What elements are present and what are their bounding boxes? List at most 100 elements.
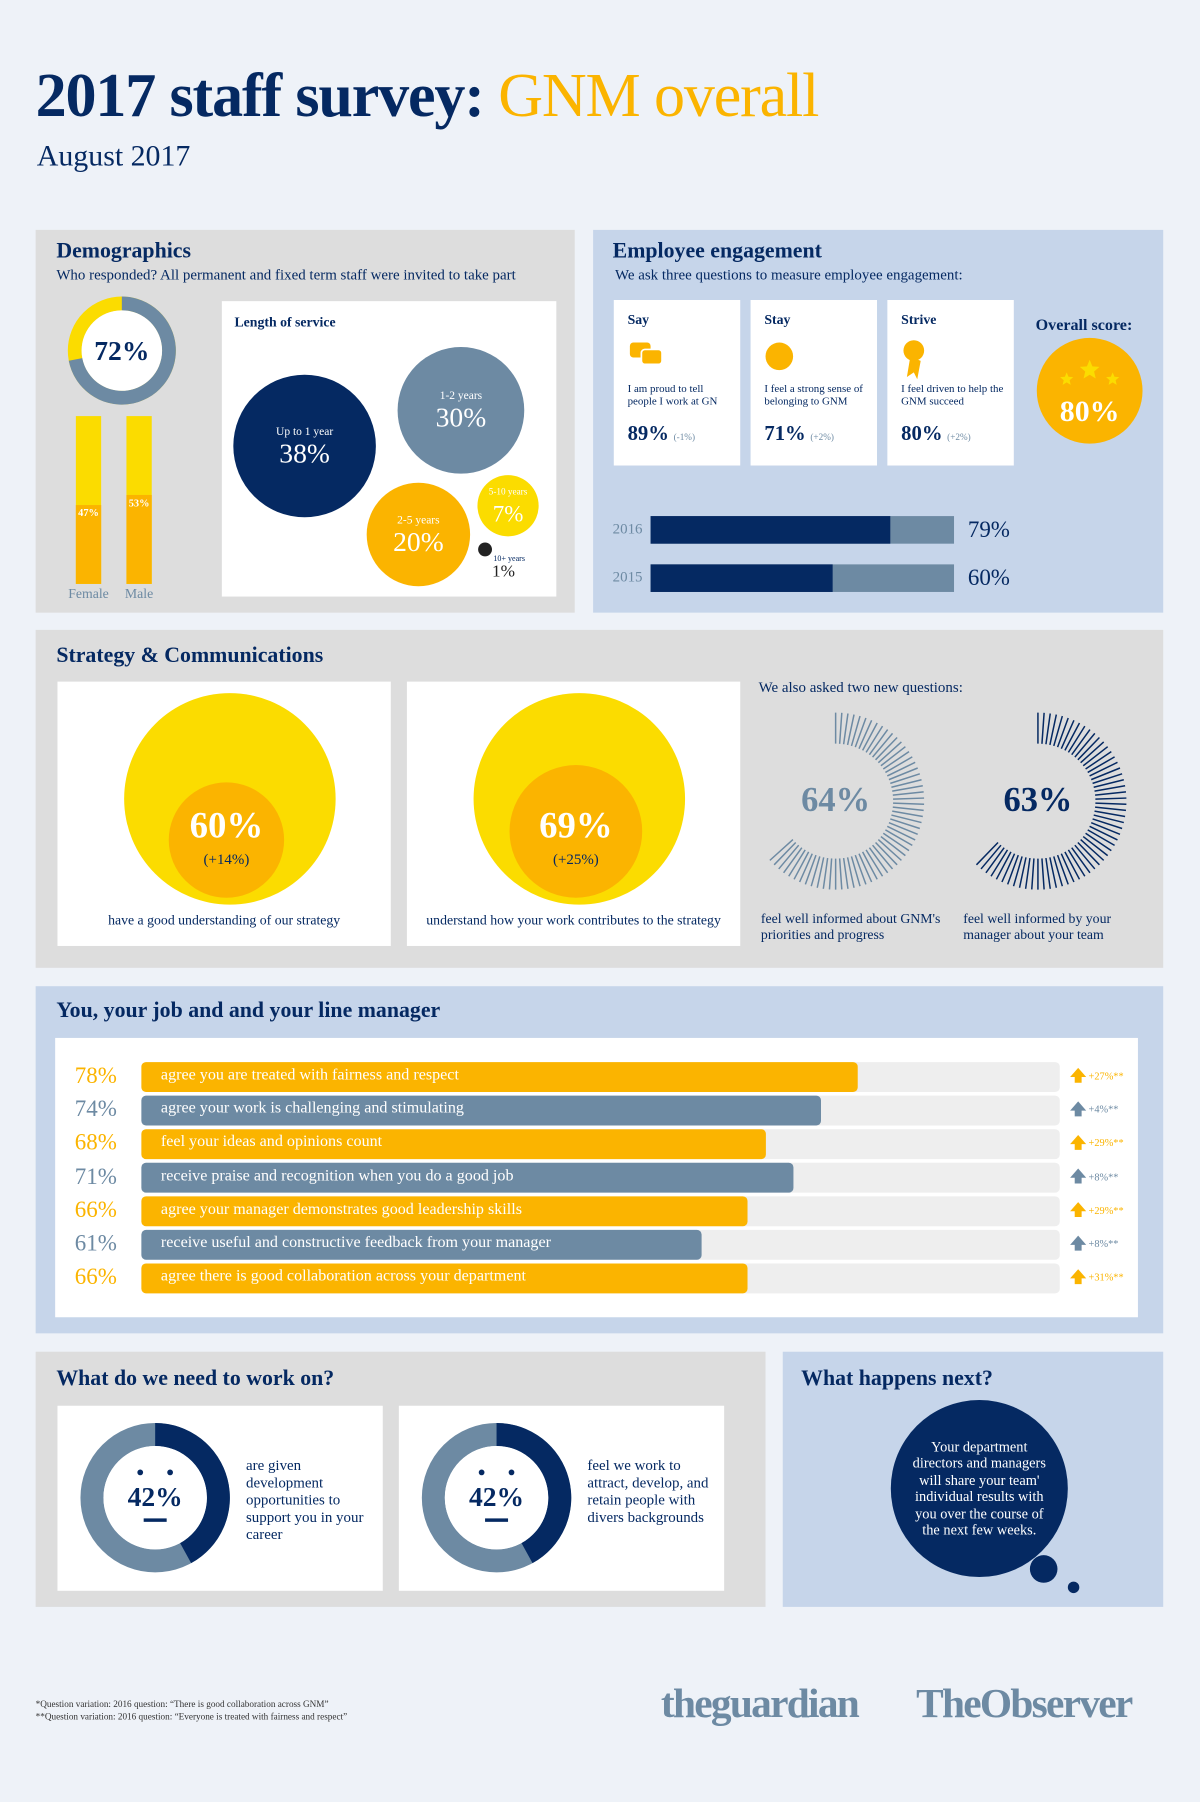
new-title: We also asked two new questions: <box>758 678 963 696</box>
job-value: 74% <box>74 1096 117 1123</box>
title-main: 2017 staff survey: <box>35 60 485 130</box>
gender-bar <box>126 494 152 584</box>
job-text: agree there is good collaboration across… <box>160 1268 526 1286</box>
section-subtitle: Who responded? All permanent and fixed t… <box>56 265 516 283</box>
overall-title: Overall score: <box>1035 317 1133 335</box>
radial-burst <box>769 712 925 890</box>
job-text: agree your work is challenging and stimu… <box>160 1100 464 1118</box>
overall-value: 80% <box>1059 394 1120 428</box>
next-text: Your department directors and managers w… <box>912 1438 1046 1538</box>
question-text: I feel driven to help the GNM succeed <box>901 383 1004 408</box>
logo: TheObserver <box>916 1680 1133 1727</box>
title-highlight: GNM overall <box>498 60 819 130</box>
icon <box>903 340 925 361</box>
donut-hole <box>444 1445 549 1550</box>
radial-burst <box>975 712 1127 890</box>
section-title: What do we need to work on? <box>56 1366 335 1391</box>
logo: theguardian <box>660 1680 860 1727</box>
bubble-name: 1-2 years <box>439 389 483 403</box>
job-value: 71% <box>74 1163 117 1190</box>
job-change: +29%** <box>1088 1204 1124 1216</box>
bubble-value: 7% <box>492 501 524 528</box>
job-text: receive praise and recognition when you … <box>160 1167 514 1185</box>
job-value: 61% <box>74 1231 117 1257</box>
service-bubble <box>477 475 539 537</box>
change-arrow <box>1070 1101 1087 1117</box>
job-bar <box>141 1129 766 1160</box>
history-bar <box>650 516 891 544</box>
history-value: 79% <box>967 517 1010 543</box>
job-bar <box>141 1229 702 1260</box>
score-part: 71% <box>764 421 806 445</box>
gender-name: Female <box>68 585 109 602</box>
change-arrow <box>1070 1269 1087 1285</box>
footnote: *Question variation: 2016 question: “The… <box>35 1698 329 1710</box>
strategy-text: have a good understanding of our strateg… <box>108 911 341 928</box>
job-change: +4%** <box>1088 1103 1119 1116</box>
donut-arc <box>155 1422 230 1564</box>
job-text: agree you are treated with fairness and … <box>160 1066 459 1084</box>
section-subtitle: We ask three questions to measure employ… <box>614 265 963 283</box>
job-bar <box>141 1196 748 1227</box>
value-circle <box>509 765 643 898</box>
job-text: agree your manager demonstrates good lea… <box>160 1200 522 1219</box>
job-bar <box>141 1095 821 1126</box>
section-title: You, your job and and your line manager <box>56 998 441 1023</box>
job-bar <box>141 1062 858 1092</box>
face-eye <box>137 1469 144 1476</box>
title: 2017 staff survey: GNM overall <box>35 60 820 131</box>
question-score: 80% (+2%) <box>901 422 971 447</box>
section-title: What happens next? <box>801 1366 993 1391</box>
donut-hole <box>103 1445 207 1550</box>
question-card <box>750 300 878 466</box>
job-value: 66% <box>74 1264 117 1290</box>
section-title: Strategy & Communications <box>56 643 324 668</box>
thought-bubble <box>890 1400 1068 1578</box>
score-part: 80% <box>901 421 943 445</box>
bubble-value: 38% <box>279 439 330 470</box>
bubble-name: 5-10 years <box>488 486 528 498</box>
star <box>1060 372 1074 385</box>
change-arrow <box>1070 1168 1087 1184</box>
job-value: 68% <box>74 1130 117 1156</box>
value-circle <box>168 782 285 898</box>
score-part: (+2%) <box>947 432 971 443</box>
icon <box>640 348 663 366</box>
job-change: +29%** <box>1088 1137 1124 1149</box>
work-text: are given development opportunities to s… <box>245 1456 364 1543</box>
icon <box>906 356 921 380</box>
work-text: feel we work to attract, develop, and re… <box>587 1456 709 1526</box>
bubble-name: 2-5 years <box>397 514 440 527</box>
thought-dot <box>1067 1581 1080 1594</box>
bubble-name: 10+ years <box>493 553 525 564</box>
strategy-change: (+25%) <box>552 850 599 868</box>
job-change: +8%** <box>1088 1170 1119 1183</box>
face-eye <box>508 1469 515 1476</box>
donut-arc <box>496 1422 572 1564</box>
service-bubble <box>397 347 525 474</box>
burst-text: feel well informed by your manager about… <box>963 910 1112 943</box>
change-arrow <box>1070 1067 1087 1083</box>
donut-hole <box>81 310 163 391</box>
bubble-value: 30% <box>435 403 487 434</box>
footnote: **Question variation: 2016 question: “Ev… <box>35 1711 348 1722</box>
job-text: feel your ideas and opinions count <box>160 1133 383 1152</box>
face-eye <box>478 1469 485 1476</box>
face-mouth <box>485 1518 509 1522</box>
thought-dot <box>1029 1555 1058 1583</box>
question-score: 71% (+2%) <box>764 422 834 447</box>
face-mouth <box>143 1518 167 1522</box>
change-arrow <box>1070 1134 1087 1150</box>
question-score: 89% (-1%) <box>628 422 695 447</box>
donut-label: 72% <box>94 337 150 367</box>
section-title: Demographics <box>56 239 191 264</box>
score-part: 89% <box>627 421 669 445</box>
burst-text: feel well informed about GNM's prioritie… <box>760 910 941 943</box>
gender-label: 47% <box>78 507 99 519</box>
job-bar <box>141 1263 748 1294</box>
question-name: Stay <box>764 311 791 328</box>
card-title: Length of service <box>234 313 336 330</box>
question-name: Strive <box>901 311 937 328</box>
